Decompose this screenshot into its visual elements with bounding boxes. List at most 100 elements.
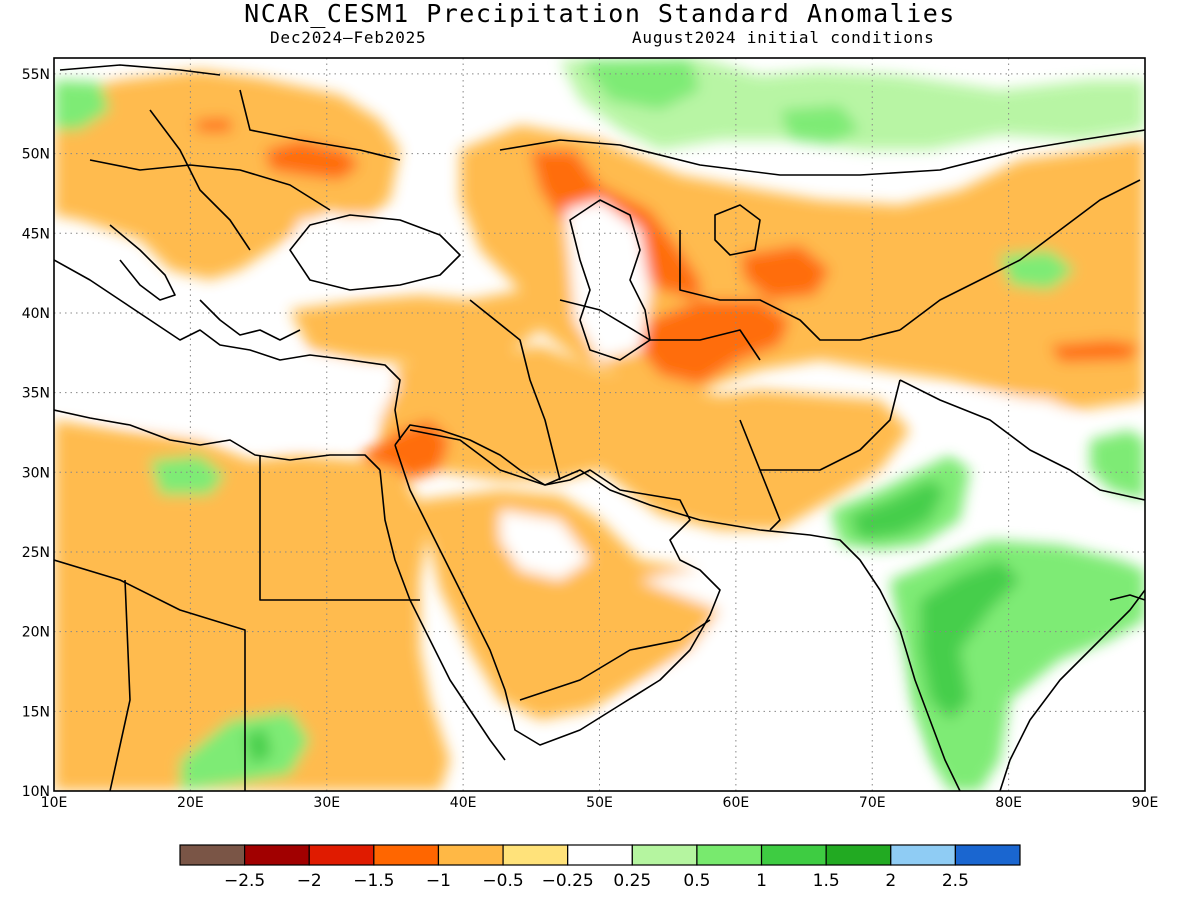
coast-aral (714, 204, 761, 256)
anomaly-blacksea-normal (290, 215, 450, 285)
lat-tick-label: 15N (22, 704, 50, 720)
colorbar-label: 0.5 (683, 871, 710, 891)
lon-tick-label: 90E (1132, 795, 1159, 811)
coast-iran-south (544, 469, 961, 791)
border-kazakh-south (679, 230, 901, 341)
border-india-china (899, 379, 1145, 501)
coast-north-africa (54, 409, 381, 471)
longitude-labels: 10E 20E 30E 40E 50E 60E 70E 80E 90E (41, 795, 1159, 811)
anomaly-pakistan-core (850, 480, 945, 540)
border-europe-a (89, 159, 331, 211)
lon-tick-label: 80E (995, 795, 1022, 811)
border-iran-north (559, 299, 761, 361)
lat-tick-label: 40N (22, 306, 50, 322)
anomaly-russia-wet-core (580, 58, 700, 110)
coast-italy (109, 224, 176, 301)
lat-tick-label: 20N (22, 625, 50, 641)
lat-tick-label: 45N (22, 226, 50, 242)
lon-tick-label: 10E (41, 795, 68, 811)
border-afghan-pak (760, 379, 901, 471)
colorbar-swatch (696, 844, 763, 866)
anomaly-anatolia-dry (290, 290, 540, 365)
anomaly-sudan-core (245, 728, 272, 765)
anomaly-india-core (920, 560, 1020, 720)
anomaly-shading (54, 58, 1145, 791)
colorbar: −2.5 −2 −1.5 −1 −0.5 −0.25 0.25 0.5 1 1.5 2 2.5 (179, 844, 1021, 891)
colorbar-swatch (954, 844, 1021, 866)
colorbar-swatch (567, 844, 633, 866)
colorbar-label: −2.5 (224, 871, 265, 891)
colorbar-label: −1.5 (353, 871, 394, 891)
anomaly-europe-core (265, 140, 360, 180)
colorbar-label: −0.25 (542, 871, 594, 891)
lat-tick-label: 50N (22, 147, 50, 163)
anomaly-arabiansea-normal (580, 560, 920, 791)
initial-conditions: August2024 initial conditions (632, 28, 935, 47)
coast-baltic (59, 64, 221, 76)
lon-tick-label: 70E (859, 795, 886, 811)
anomaly-europe-dry (54, 70, 400, 280)
coast-red-sea-west (379, 469, 506, 761)
colorbar-label: 1.5 (813, 871, 840, 891)
border-egypt-libya (259, 455, 420, 601)
anomaly-scandinavia-wet (54, 80, 110, 130)
colorbar-label: 2.5 (942, 871, 969, 891)
colorbar-label: 2 (885, 871, 896, 891)
colorbar-label: 0.25 (613, 871, 651, 891)
lat-tick-label: 10N (22, 784, 50, 800)
anomaly-europe-core-2 (195, 118, 232, 132)
border-libya-chad (54, 559, 246, 791)
coast-red-sea-east (394, 424, 721, 746)
border-europe-b (149, 109, 251, 251)
lat-tick-label: 30N (22, 465, 50, 481)
anomaly-china-core (1050, 340, 1140, 362)
lon-tick-label: 40E (450, 795, 477, 811)
coast-black-sea (289, 214, 461, 291)
lon-tick-label: 60E (723, 795, 750, 811)
border-saudi-iraq (409, 429, 546, 486)
latitude-labels: 10N 15N 20N 25N 30N 35N 40N 45N 50N 55N (22, 67, 50, 800)
colorbar-swatch (308, 844, 375, 866)
colorbar-label: −0.5 (482, 871, 523, 891)
anomaly-russia-wet (560, 58, 1145, 150)
colorbar-swatch (760, 844, 827, 866)
colorbar-swatch (244, 844, 310, 866)
border-china-west (899, 179, 1141, 331)
border-iraq-iran (469, 299, 561, 481)
colorbar-swatch (631, 844, 698, 866)
border-europe-c (239, 89, 401, 161)
lon-tick-label: 30E (313, 795, 340, 811)
anomaly-himalaya-wet (1090, 430, 1145, 500)
anomaly-levant-core (360, 420, 450, 480)
anomaly-mediterranean-normal (54, 300, 400, 440)
border-algeria-libya (109, 579, 131, 791)
anomaly-uzbek-core (740, 245, 830, 300)
map-title: NCAR_CESM1 Precipitation Standard Anomal… (244, 0, 956, 28)
anomaly-siberia-wet-core (780, 105, 860, 145)
coast-bengal (1109, 594, 1145, 601)
anomaly-turkmen-core (640, 300, 790, 385)
border-russia-kazakh (499, 129, 1145, 176)
colorbar-label: 1 (756, 871, 767, 891)
anomaly-iran-dry (380, 345, 910, 530)
coast-greece (199, 299, 301, 341)
colorbar-label: −2 (297, 871, 322, 891)
lat-tick-label: 25N (22, 545, 50, 561)
colorbar-swatch (179, 844, 246, 866)
lon-tick-label: 20E (177, 795, 204, 811)
border-iran-east (739, 419, 781, 531)
colorbar-swatch (437, 844, 504, 866)
anomaly-arabia-normal (500, 510, 590, 580)
anomaly-libya-wet (150, 455, 225, 495)
lat-tick-label: 55N (22, 67, 50, 83)
colorbar-label: −1 (426, 871, 451, 891)
map-frame (53, 57, 1146, 792)
colorbar-swatch (890, 844, 956, 866)
forecast-season: Dec2024–Feb2025 (270, 28, 427, 47)
map-gridlines (54, 58, 1145, 791)
border-saudi-yemen (519, 619, 711, 701)
coast-india-east (999, 589, 1145, 791)
lon-tick-label: 50E (586, 795, 613, 811)
anomaly-caspian-normal (565, 200, 650, 360)
